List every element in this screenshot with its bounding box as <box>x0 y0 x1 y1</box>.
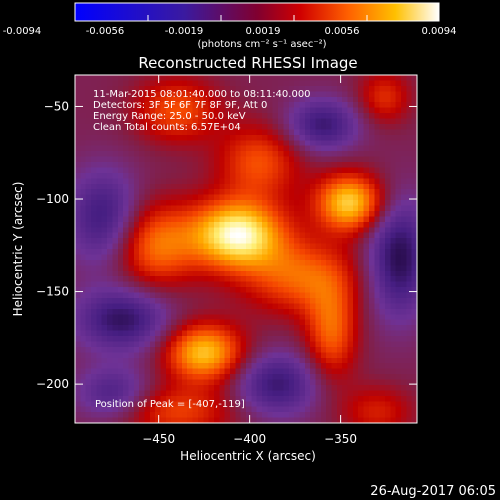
y-tick-label: −150 <box>36 285 69 299</box>
info-clean-counts: Clean Total counts: 6.57E+04 <box>93 122 241 133</box>
chart-title: Reconstructed RHESSI Image <box>138 54 357 72</box>
x-axis: −450 −400 −350 <box>142 75 357 446</box>
colorbar-tick-label: 0.0056 <box>325 26 360 37</box>
y-axis: −50 −100 −150 −200 <box>36 99 417 391</box>
colorbar-tick-label: -0.0056 <box>86 26 125 37</box>
colorbar <box>74 2 440 22</box>
x-tick-label: −450 <box>142 432 175 446</box>
colorbar-tick-label: 0.0094 <box>422 26 457 37</box>
colorbar-tick-label: -0.0094 <box>3 26 42 37</box>
y-tick-label: −100 <box>36 192 69 206</box>
colorbar-tick-label: 0.0019 <box>246 26 281 37</box>
info-time-range: 11-Mar-2015 08:01:40.000 to 08:11:40.000 <box>93 89 311 100</box>
info-detectors: Detectors: 3F 5F 6F 7F 8F 9F, Att 0 <box>93 100 267 111</box>
x-tick-label: −350 <box>324 432 357 446</box>
y-tick-label: −50 <box>44 99 69 113</box>
y-axis-title: Heliocentric Y (arcsec) <box>11 182 25 317</box>
x-axis-title: Heliocentric X (arcsec) <box>180 449 316 463</box>
x-tick-label: −400 <box>233 432 266 446</box>
plot-frame <box>74 74 418 424</box>
colorbar-tick-label: -0.0019 <box>165 26 204 37</box>
y-tick-label: −200 <box>36 377 69 391</box>
heatmap-image <box>75 75 417 423</box>
footer-timestamp: 26-Aug-2017 06:05 <box>370 484 496 499</box>
colorbar-ticks <box>74 15 440 21</box>
info-energy-range: Energy Range: 25.0 - 50.0 keV <box>93 111 246 122</box>
colorbar-units-label: (photons cm⁻² s⁻¹ asec⁻²) <box>197 39 326 50</box>
peak-position-label: Position of Peak = [-407,-119] <box>95 399 245 410</box>
